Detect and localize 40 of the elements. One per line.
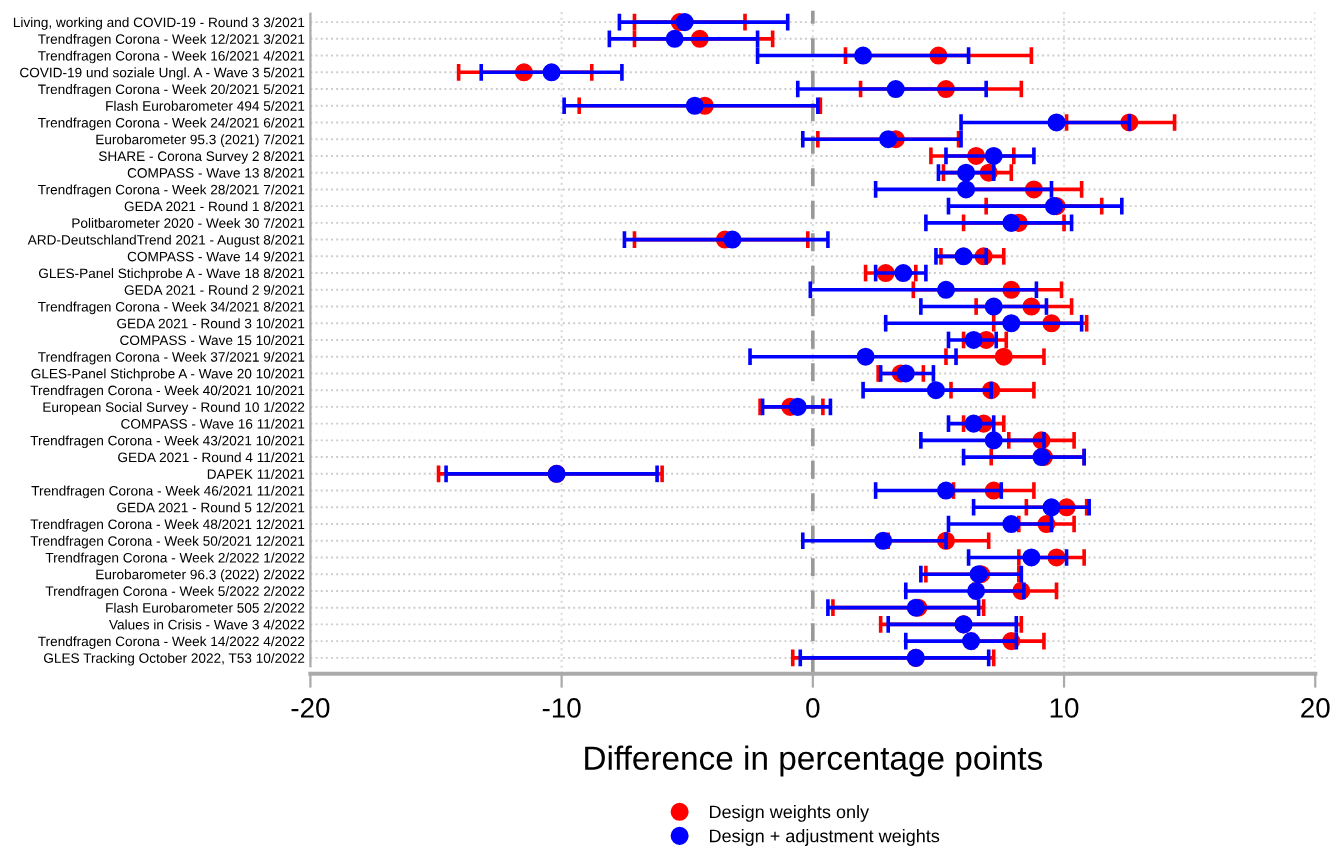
x-tick-label: -20 — [291, 698, 330, 718]
point — [1002, 213, 1021, 232]
point — [967, 581, 986, 600]
legend-label: Design weights only — [709, 805, 870, 822]
point — [856, 347, 875, 366]
point — [685, 96, 704, 115]
point — [723, 230, 742, 249]
point — [957, 180, 976, 199]
point — [984, 297, 1003, 316]
point — [994, 347, 1013, 366]
point — [894, 264, 913, 283]
point — [886, 80, 905, 99]
point — [1022, 548, 1041, 567]
point — [879, 130, 898, 149]
point — [896, 364, 915, 383]
point — [1047, 113, 1066, 132]
point — [675, 13, 694, 32]
point — [1042, 498, 1061, 517]
x-tick-label: 10 — [1050, 698, 1079, 718]
point — [665, 29, 684, 48]
point — [957, 163, 976, 182]
point — [984, 431, 1003, 450]
x-tick-label: 20 — [1301, 698, 1330, 718]
point — [962, 632, 981, 651]
point — [788, 397, 807, 416]
legend-label: Design + adjustment weights — [709, 829, 940, 846]
x-tick-label: -10 — [542, 698, 581, 718]
point — [954, 247, 973, 266]
point — [964, 414, 983, 433]
point — [542, 63, 561, 82]
point — [926, 381, 945, 400]
x-axis-title: Difference in percentage points — [585, 745, 1043, 777]
point — [1002, 314, 1021, 333]
point — [984, 146, 1003, 165]
point — [936, 280, 955, 299]
x-tick-label: 0 — [806, 698, 820, 718]
point — [936, 481, 955, 500]
point — [874, 531, 893, 550]
point — [964, 330, 983, 350]
point — [854, 46, 873, 65]
